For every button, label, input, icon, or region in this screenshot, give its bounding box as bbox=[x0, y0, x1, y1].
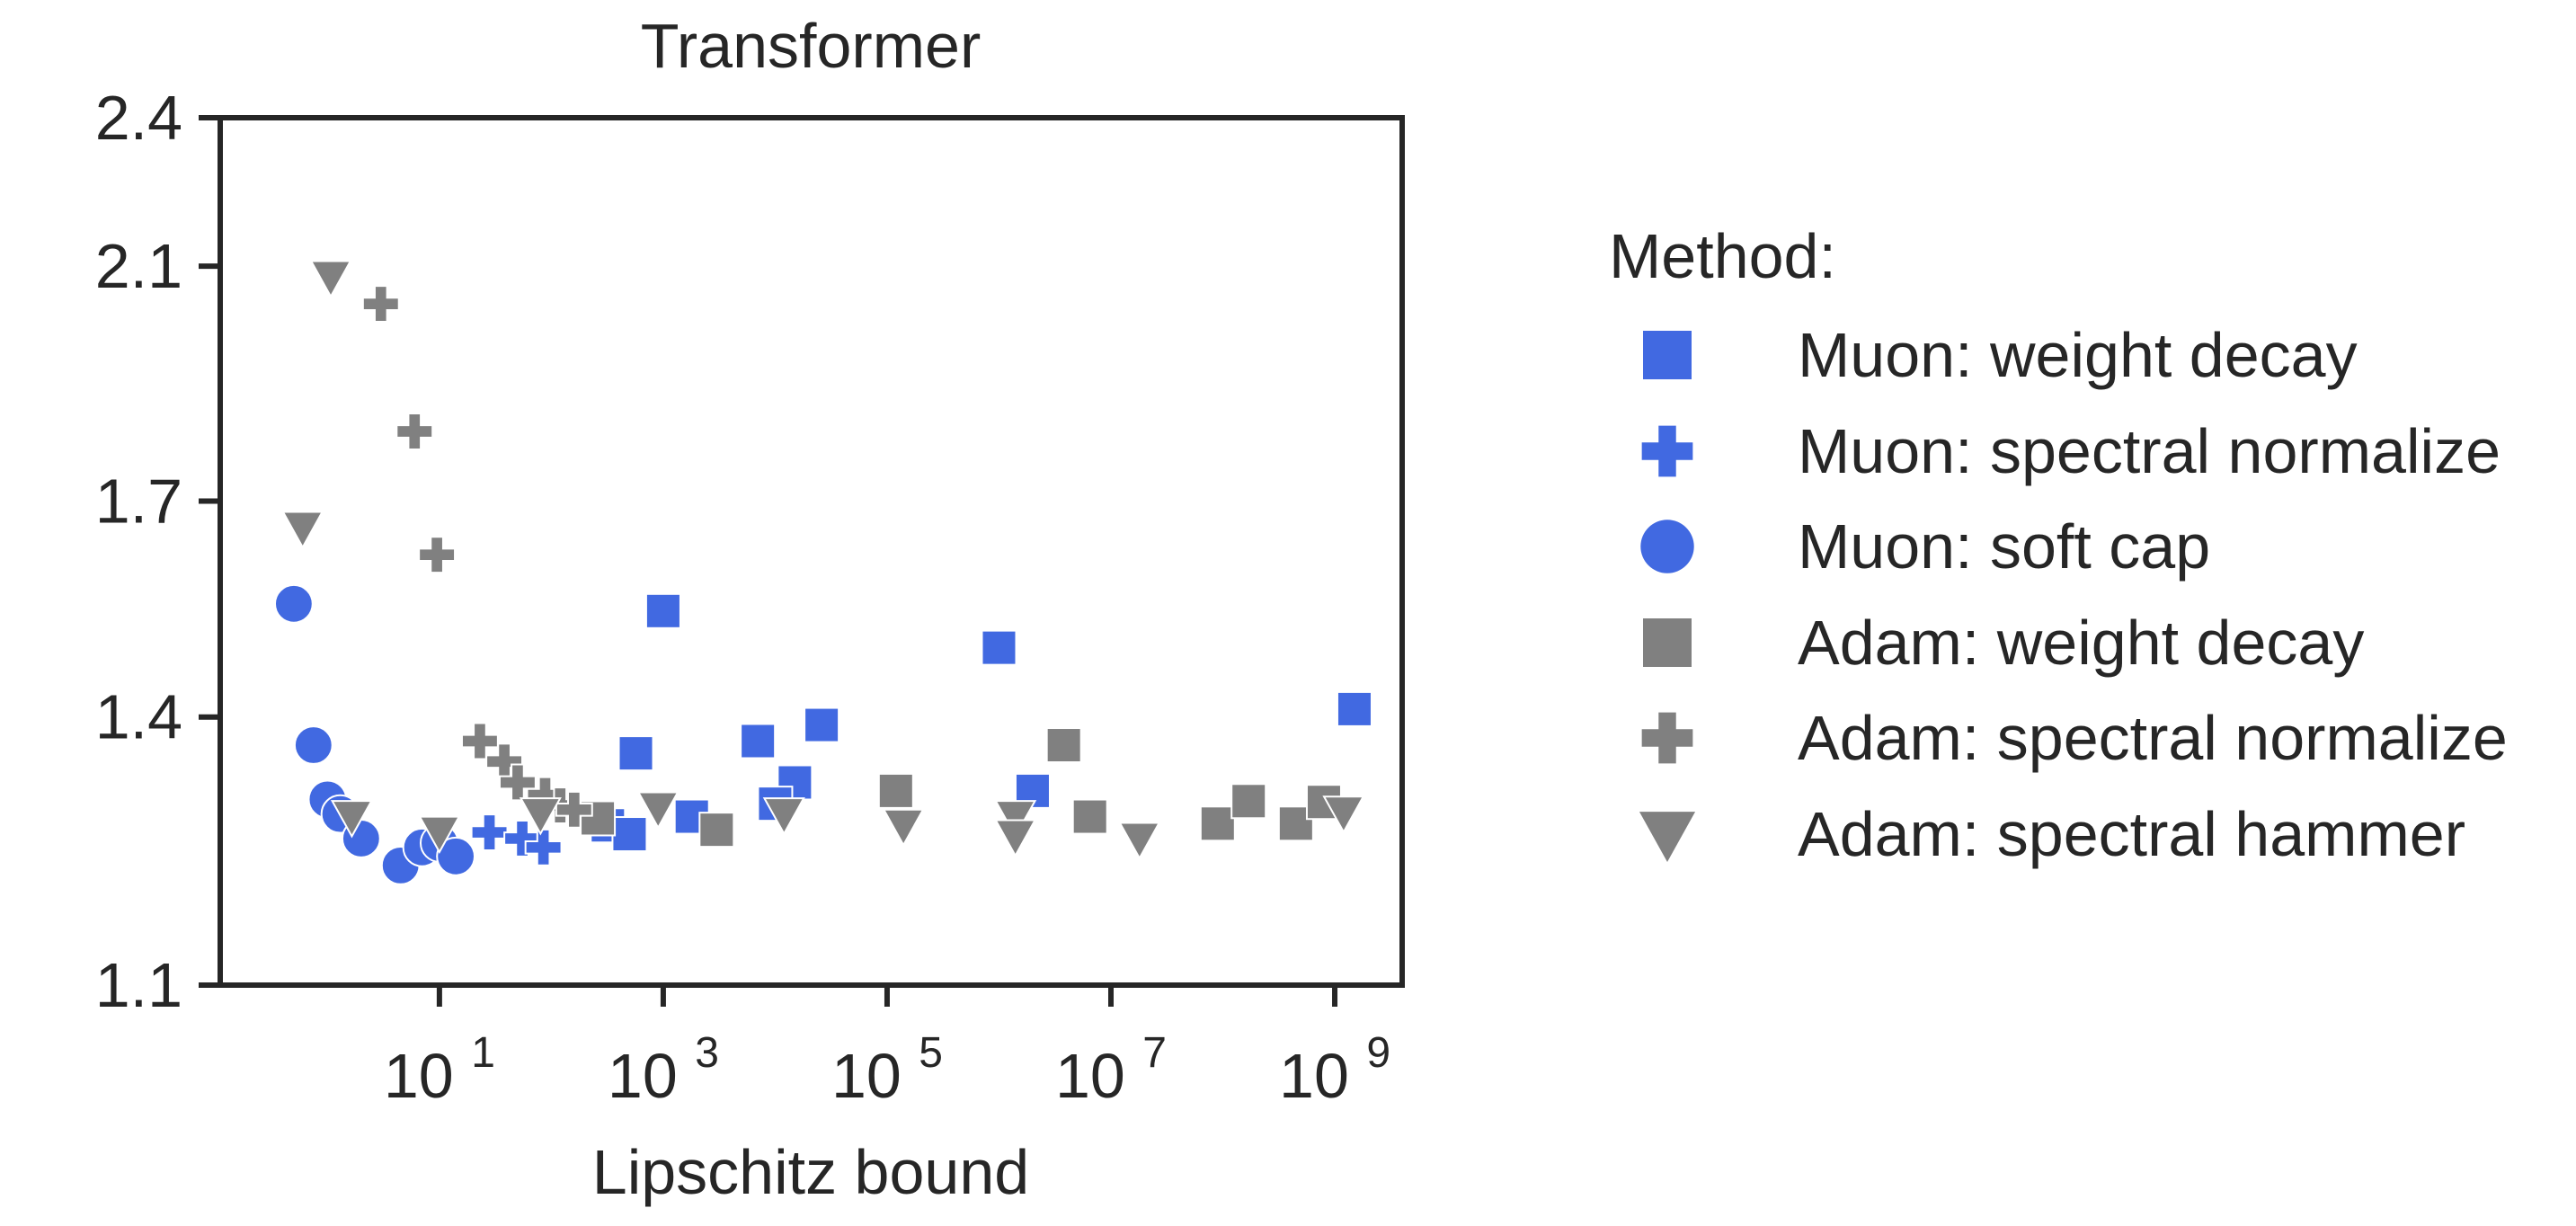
data-point bbox=[418, 815, 461, 854]
data-point bbox=[1322, 795, 1365, 834]
legend-marker-square-icon bbox=[1643, 331, 1692, 380]
legend-item: Muon: weight decay bbox=[1609, 307, 2562, 404]
data-point bbox=[698, 812, 735, 848]
legend: Method: Muon: weight decay Muon: spectral… bbox=[1609, 216, 2562, 882]
marks-layer bbox=[273, 260, 1372, 885]
legend-label: Muon: soft cap bbox=[1798, 511, 2211, 582]
data-point bbox=[418, 536, 457, 574]
data-point bbox=[1277, 805, 1314, 842]
legend-label: Adam: spectral hammer bbox=[1798, 798, 2466, 869]
data-point bbox=[1118, 822, 1161, 860]
legend-item: Adam: weight decay bbox=[1609, 595, 2562, 691]
data-point bbox=[503, 819, 542, 857]
data-point bbox=[1199, 805, 1236, 842]
x-tick-label: 10 1 bbox=[384, 1029, 495, 1111]
legend-item: Muon: spectral normalize bbox=[1609, 404, 2562, 500]
data-point bbox=[436, 836, 475, 876]
data-point bbox=[617, 735, 654, 772]
data-point bbox=[877, 772, 914, 809]
legend-marker-shape bbox=[1641, 425, 1693, 477]
legend-marker-triangle-icon bbox=[1639, 811, 1696, 862]
legend-items: Muon: weight decay Muon: spectral normali… bbox=[1609, 307, 2562, 882]
data-point bbox=[519, 797, 562, 836]
data-point bbox=[1336, 690, 1372, 727]
y-tick-label: 2.4 bbox=[95, 83, 182, 153]
x-tick-label: 10 7 bbox=[1055, 1029, 1167, 1111]
legend-marker-square-icon bbox=[1643, 617, 1692, 667]
x-tick-label: 10 9 bbox=[1279, 1029, 1390, 1111]
legend-item: Adam: spectral hammer bbox=[1609, 786, 2562, 883]
legend-marker-shape bbox=[1643, 617, 1692, 667]
legend-label: Adam: weight decay bbox=[1798, 607, 2365, 678]
legend-item: Adam: spectral normalize bbox=[1609, 690, 2562, 786]
series-4 bbox=[361, 285, 593, 829]
plot-frame bbox=[218, 115, 1405, 988]
legend-marker-shape bbox=[1639, 811, 1696, 862]
series-5 bbox=[281, 260, 1365, 860]
legend-marker-plus-icon bbox=[1641, 712, 1693, 764]
legend-marker-shape bbox=[1641, 712, 1693, 764]
legend-marker-circle-icon bbox=[1640, 520, 1694, 573]
data-point bbox=[740, 723, 777, 760]
y-tick-label: 1.7 bbox=[95, 466, 182, 537]
chart-title: Transformer bbox=[641, 11, 982, 81]
legend-label: Adam: spectral normalize bbox=[1798, 703, 2508, 774]
y-tick-label: 2.1 bbox=[95, 231, 182, 301]
data-point bbox=[762, 797, 805, 836]
data-point bbox=[882, 808, 925, 848]
y-tick-label: 1.4 bbox=[95, 682, 182, 752]
series-3 bbox=[580, 727, 1342, 848]
legend-marker-shape bbox=[1640, 520, 1694, 573]
data-point bbox=[994, 819, 1037, 857]
data-point bbox=[1230, 783, 1267, 820]
legend-label: Muon: weight decay bbox=[1798, 320, 2358, 391]
x-axis-label: Lipschitz bound bbox=[592, 1137, 1029, 1207]
y-axis: 1.1 1.4 1.7 2.1 2.4 bbox=[95, 83, 220, 1020]
legend-marker-shape bbox=[1643, 331, 1692, 380]
data-point bbox=[293, 725, 333, 765]
data-point bbox=[644, 592, 681, 629]
legend-label: Muon: spectral normalize bbox=[1798, 415, 2500, 486]
series-1 bbox=[470, 813, 563, 866]
data-point bbox=[636, 791, 680, 830]
x-axis: 10 1 10 3 10 5 10 7 10 9 bbox=[384, 985, 1390, 1111]
data-point bbox=[309, 260, 352, 298]
x-tick-label: 10 5 bbox=[831, 1029, 943, 1111]
data-point bbox=[361, 285, 400, 324]
data-point bbox=[804, 706, 840, 743]
legend-title: Method: bbox=[1609, 221, 1836, 291]
data-point bbox=[981, 629, 1017, 666]
x-tick-label: 10 3 bbox=[608, 1029, 719, 1111]
data-point bbox=[524, 828, 563, 866]
data-point bbox=[611, 816, 648, 853]
y-tick-label: 1.1 bbox=[95, 950, 182, 1020]
legend-marker-plus-icon bbox=[1641, 425, 1693, 477]
data-point bbox=[460, 722, 499, 760]
data-point bbox=[273, 583, 314, 624]
data-point bbox=[281, 511, 324, 549]
data-point bbox=[330, 800, 373, 839]
data-point bbox=[470, 813, 509, 852]
data-point bbox=[1045, 727, 1082, 764]
legend-item: Muon: soft cap bbox=[1609, 499, 2562, 595]
data-point bbox=[1071, 798, 1108, 835]
data-point bbox=[994, 800, 1037, 839]
data-point bbox=[395, 413, 434, 450]
